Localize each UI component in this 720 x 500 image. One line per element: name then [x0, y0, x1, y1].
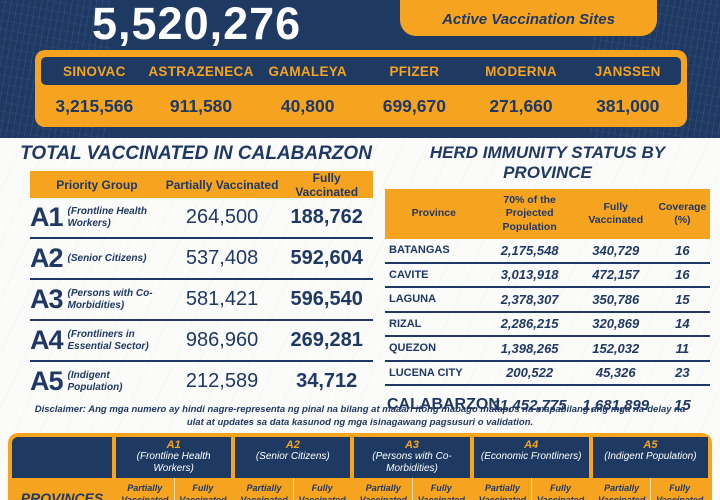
total-vaccinated-count: 5,520,276 [92, 0, 302, 49]
province-row-cavite: CAVITE 3,013,918 472,157 16 [385, 264, 710, 288]
priority-row-a3: A3 (Persons with Co-Morbidities) 581,421… [30, 280, 373, 321]
a5-partial-value: 212,589 [185, 370, 259, 392]
priority-label-a5: (Indigent Population) [67, 369, 123, 393]
active-sites-label: Active Vaccination Sites [442, 11, 615, 28]
vaccine-value-sinovac: 3,215,566 [55, 95, 134, 116]
col-coverage: Coverage (%) [658, 200, 707, 226]
col-projected-population: 70% of the Projected Population [502, 194, 557, 233]
priority-label-a2: (Senior Citizens) [67, 252, 147, 264]
left-table-header: Priority Group Partially Vaccinated Full… [30, 170, 373, 199]
left-table-title: TOTAL VACCINATED IN CALABARZON [20, 143, 372, 164]
subheaders-a3: Partially Vaccinated Fully Vaccinated [354, 478, 469, 500]
subheaders-a4: Partially Vaccinated Fully Vaccinated [474, 478, 589, 500]
group-header-a1: A1 (Frontline Health Workers) [116, 437, 232, 478]
vaccine-brand-names-row: SINOVAC ASTRAZENECA GAMALEYA PFIZER MODE… [41, 57, 681, 85]
priority-code-a2: A2 [30, 243, 64, 273]
header-band: 5,520,276 Active Vaccination Sites SINOV… [0, 0, 720, 138]
disclaimer-text: Disclaimer: Ang mga numero ay hindi nagr… [34, 404, 686, 428]
herd-immunity-panel: HERD IMMUNITY STATUS BY PROVINCE Provinc… [385, 143, 710, 421]
vaccine-brand-sinovac: SINOVAC [63, 63, 126, 79]
priority-code-a4: A4 [30, 325, 64, 355]
right-table-title: HERD IMMUNITY STATUS BY PROVINCE [429, 143, 666, 182]
province-row-batangas: BATANGAS 2,175,548 340,729 16 [385, 239, 710, 264]
calabarzon-total-row: CALABARZON 11,452,775 1,681,899 15 [387, 396, 691, 414]
vaccine-value-moderna: 271,660 [489, 95, 553, 116]
vaccine-brands-panel: SINOVAC ASTRAZENECA GAMALEYA PFIZER MODE… [35, 50, 687, 127]
vaccine-brand-pfizer: PFIZER [389, 63, 440, 79]
priority-code-a5: A5 [30, 366, 64, 396]
vaccine-value-janssen: 381,000 [596, 95, 660, 116]
vaccine-value-astrazeneca: 911,580 [169, 95, 233, 116]
col-fully-vaccinated: Fully Vaccinated [295, 170, 359, 199]
a1-partial-value: 264,500 [185, 206, 259, 228]
group-header-a5: A5 (Indigent Population) [592, 437, 709, 478]
vaccine-value-pfizer: 699,670 [382, 95, 446, 116]
a4-partial-value: 986,960 [185, 329, 259, 351]
vaccine-brand-astrazeneca: ASTRAZENECA [148, 63, 254, 79]
priority-code-a1: A1 [30, 202, 64, 232]
province-row-lucena-city: LUCENA CITY 200,522 45,326 23 [385, 362, 710, 386]
total-vaccinated-panel: TOTAL VACCINATED IN CALABARZON Priority … [15, 143, 377, 401]
active-vaccination-sites-box: Active Vaccination Sites [400, 0, 657, 36]
group-header-a4: A4 (Economic Frontliners) [473, 437, 589, 478]
priority-code-a3: A3 [30, 284, 64, 314]
provinces-table-group-header-row: A1 (Frontline Health Workers) A2 (Senior… [12, 437, 709, 478]
provinces-header-cell: PROVINCES [20, 490, 104, 500]
province-row-rizal: RIZAL 2,286,215 320,869 14 [385, 313, 710, 337]
provinces-table-corner-cell [12, 437, 112, 478]
vaccine-brand-values-row: 3,215,566 911,580 40,800 699,670 271,660… [41, 87, 681, 125]
a4-full-value: 269,281 [290, 329, 363, 351]
col-partially-vaccinated: Partially Vaccinated [165, 177, 279, 192]
priority-row-a2: A2 (Senior Citizens) 537,408 592,604 [30, 239, 373, 280]
subheaders-a2: Partially Vaccinated Fully Vaccinated [235, 478, 350, 500]
vaccine-brand-moderna: MODERNA [485, 63, 557, 79]
vaccine-brand-janssen: JANSSEN [594, 63, 661, 79]
priority-label-a3: (Persons with Co-Morbidities) [67, 287, 153, 311]
right-table-header: Province 70% of the Projected Population… [385, 189, 710, 239]
provinces-breakdown-table: A1 (Frontline Health Workers) A2 (Senior… [8, 433, 712, 500]
group-header-a2: A2 (Senior Citizens) [235, 437, 351, 478]
provinces-table-subheader-row: PROVINCES Partially Vaccinated Fully Vac… [12, 478, 708, 500]
subheaders-a1: Partially Vaccinated Fully Vaccinated [116, 478, 231, 500]
a2-full-value: 592,604 [290, 247, 363, 269]
subheaders-a5: Partially Vaccinated Fully Vaccinated [593, 478, 708, 500]
col-priority-group: Priority Group [56, 177, 138, 192]
priority-row-a5: A5 (Indigent Population) 212,589 34,712 [30, 362, 373, 401]
priority-row-a4: A4 (Frontliners in Essential Sector) 986… [30, 321, 373, 362]
a3-partial-value: 581,421 [185, 288, 259, 310]
priority-label-a1: (Frontline Health Workers) [67, 205, 147, 229]
priority-label-a4: (Frontliners in Essential Sector) [67, 328, 149, 352]
group-header-a3: A3 (Persons with Co-Morbidities) [354, 437, 470, 478]
province-row-quezon: QUEZON 1,398,265 152,032 11 [385, 337, 710, 362]
a2-partial-value: 537,408 [185, 247, 259, 269]
col-province: Province [411, 207, 456, 220]
vaccine-value-gamaleya: 40,800 [280, 95, 335, 116]
col-fully-vaccinated-right: Fully Vaccinated [588, 200, 644, 226]
vaccine-brand-gamaleya: GAMALEYA [268, 63, 347, 79]
priority-row-a1: A1 (Frontline Health Workers) 264,500 18… [30, 198, 373, 239]
content-area: TOTAL VACCINATED IN CALABARZON Priority … [0, 138, 720, 500]
province-row-laguna: LAGUNA 2,378,307 350,786 15 [385, 288, 710, 313]
a5-full-value: 34,712 [296, 370, 358, 392]
a3-full-value: 596,540 [290, 288, 363, 310]
a1-full-value: 188,762 [290, 206, 363, 228]
